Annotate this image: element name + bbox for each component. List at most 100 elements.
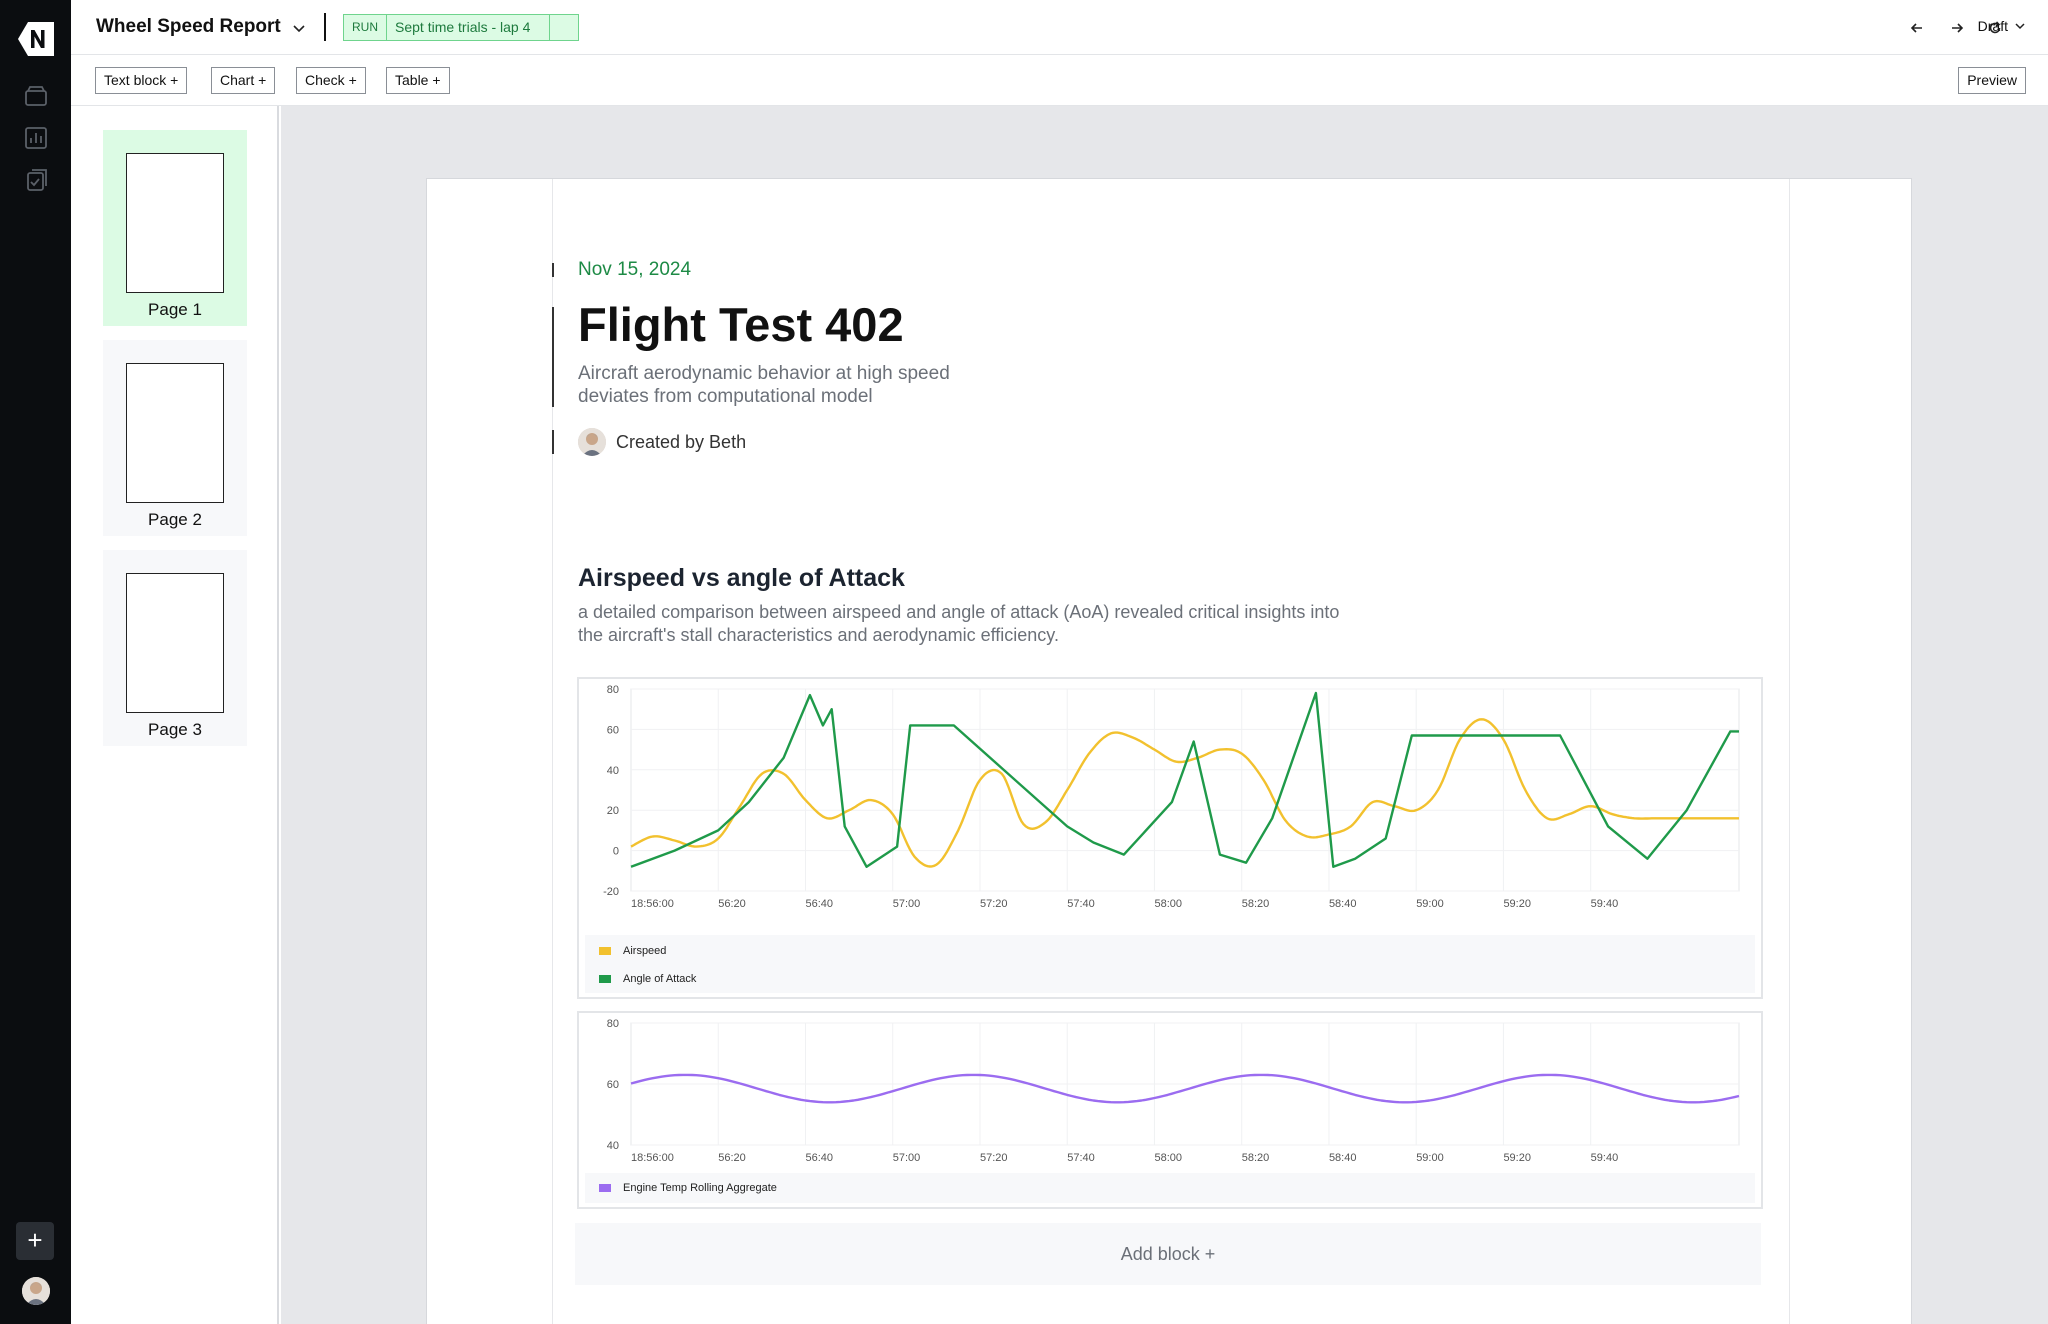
status-dropdown[interactable]: Draft xyxy=(1978,18,2026,34)
run-name: Sept time trials - lap 4 xyxy=(387,15,550,40)
run-selector[interactable]: RUN Sept time trials - lap 4 xyxy=(343,14,579,41)
legend-item-angle-of-attack[interactable]: Angle of Attack xyxy=(599,973,696,985)
legend-label: Angle of Attack xyxy=(623,973,697,985)
chevron-down-icon xyxy=(2015,23,2025,30)
report-subtitle[interactable]: Aircraft aerodynamic behavior at high sp… xyxy=(578,363,950,407)
x-tick-label: 57:20 xyxy=(980,1152,1008,1164)
page-label: Page 1 xyxy=(148,300,202,319)
document-title[interactable]: Wheel Speed Report xyxy=(96,16,281,37)
block-handle[interactable] xyxy=(552,430,554,454)
user-avatar-icon xyxy=(22,1277,50,1305)
user-avatar[interactable] xyxy=(22,1277,50,1305)
x-tick-label: 57:00 xyxy=(893,898,921,909)
x-tick-label: 58:00 xyxy=(1154,1152,1182,1164)
preview-button[interactable]: Preview xyxy=(1958,67,2026,94)
x-tick-label: 57:40 xyxy=(1067,898,1095,909)
x-tick-label: 57:40 xyxy=(1067,1152,1095,1164)
run-label: RUN xyxy=(344,15,387,40)
x-tick-label: 56:20 xyxy=(718,898,746,909)
report-page: Nov 15, 2024 Flight Test 402 Aircraft ae… xyxy=(426,178,1912,1324)
chevron-down-icon[interactable] xyxy=(291,20,307,36)
y-tick-label: 60 xyxy=(607,1079,619,1091)
status-label: Draft xyxy=(1977,18,2008,34)
x-tick-label: 59:00 xyxy=(1416,898,1444,909)
x-tick-label: 59:00 xyxy=(1416,1152,1444,1164)
x-tick-label: 56:40 xyxy=(805,898,833,909)
section-title[interactable]: Airspeed vs angle of Attack xyxy=(578,564,905,592)
avatar-icon xyxy=(578,428,606,456)
author-name: Created by Beth xyxy=(616,431,747,452)
legend-label: Engine Temp Rolling Aggregate xyxy=(623,1182,777,1194)
content-guide xyxy=(552,179,1790,1324)
page-thumbnail-1[interactable]: Page 1 xyxy=(103,130,247,326)
airspeed-aoa-plot: 80 60 40 20 0 -20 18:56:00 56:20 56:40 57:00 57:20… xyxy=(603,684,1740,909)
block-handle[interactable] xyxy=(552,263,554,277)
x-tick-label: 59:40 xyxy=(1591,1152,1619,1164)
x-tick-label: 18:56:00 xyxy=(631,1152,674,1164)
x-tick-label: 18:56:00 xyxy=(631,898,674,909)
arrow-right-icon xyxy=(1952,23,1964,33)
engine-temp-line[interactable] xyxy=(630,1073,1740,1104)
x-tick-label: 57:20 xyxy=(980,898,1008,909)
page-preview xyxy=(126,153,224,293)
x-tick-label: 58:40 xyxy=(1329,898,1357,909)
add-icon[interactable]: + xyxy=(16,1222,54,1260)
y-tick-label: -20 xyxy=(603,886,619,898)
x-tick-label: 58:20 xyxy=(1242,1152,1270,1164)
arrow-left-icon xyxy=(1910,23,1922,33)
x-tick-label: 57:00 xyxy=(893,1152,921,1164)
chart-icon[interactable] xyxy=(22,124,50,152)
x-tick-label: 59:20 xyxy=(1503,1152,1531,1164)
x-tick-label: 56:20 xyxy=(718,1152,746,1164)
add-text-block-button[interactable]: Text block + xyxy=(95,67,188,94)
x-tick-label: 59:20 xyxy=(1503,898,1531,909)
engine-temp-chart[interactable]: 80 60 40 18:56:00 56:20 56:40 57:00 57:20 57:40 5… xyxy=(577,1011,1763,1209)
x-tick-label: 58:00 xyxy=(1154,898,1182,909)
legend-item-engine-temp[interactable]: Engine Temp Rolling Aggregate xyxy=(599,1182,777,1194)
airspeed-aoa-chart[interactable]: 80 60 40 20 0 -20 18:56:00 56:20 56:40 57:00 57:20… xyxy=(577,677,1763,999)
redo-button[interactable] xyxy=(1944,15,1970,41)
top-bar: Wheel Speed Report RUN Sept time trials … xyxy=(71,0,2048,55)
x-tick-label: 59:40 xyxy=(1591,898,1619,909)
add-table-button[interactable]: Table + xyxy=(386,67,450,94)
engine-temp-plot: 80 60 40 18:56:00 56:20 56:40 57:00 57:20 57:40 5… xyxy=(607,1018,1740,1164)
block-handle[interactable] xyxy=(552,307,554,407)
divider xyxy=(324,13,326,41)
section-description[interactable]: a detailed comparison between airspeed a… xyxy=(578,602,1340,645)
page-preview xyxy=(126,363,224,503)
x-tick-label: 58:40 xyxy=(1329,1152,1357,1164)
page-label: Page 3 xyxy=(148,720,202,739)
y-tick-label: 60 xyxy=(607,724,619,736)
report-title[interactable]: Flight Test 402 xyxy=(578,298,904,351)
add-block-button[interactable]: Add block + xyxy=(575,1223,1761,1285)
author-line: Created by Beth xyxy=(578,428,746,456)
app-logo-icon[interactable] xyxy=(18,22,54,56)
nav-rail: + xyxy=(0,0,71,1324)
refresh-icon xyxy=(1989,21,2001,34)
chart-legend: Engine Temp Rolling Aggregate xyxy=(585,1173,1755,1203)
add-check-button[interactable]: Check + xyxy=(296,67,366,94)
x-tick-label: 58:20 xyxy=(1242,898,1270,909)
angle-of-attack-line[interactable] xyxy=(630,691,1739,868)
page-thumbnail-2[interactable]: Page 2 xyxy=(103,340,247,536)
page-thumbnail-3[interactable]: Page 3 xyxy=(103,550,247,746)
refresh-button[interactable] xyxy=(1982,15,2008,41)
y-tick-label: 20 xyxy=(607,805,619,817)
legend-swatch xyxy=(599,1184,611,1192)
report-canvas: Nov 15, 2024 Flight Test 402 Aircraft ae… xyxy=(281,106,2048,1324)
report-date[interactable]: Nov 15, 2024 xyxy=(578,259,692,280)
page-label: Page 2 xyxy=(148,510,202,529)
author-avatar xyxy=(578,428,606,456)
database-icon[interactable] xyxy=(22,82,50,110)
legend-label: Airspeed xyxy=(623,945,667,957)
undo-button[interactable] xyxy=(1904,15,1930,41)
legend-item-airspeed[interactable]: Airspeed xyxy=(599,945,666,957)
y-tick-label: 0 xyxy=(613,846,619,858)
add-chart-button[interactable]: Chart + xyxy=(211,67,276,94)
y-tick-label: 40 xyxy=(607,1140,619,1152)
checklist-icon[interactable] xyxy=(22,166,50,194)
pages-sidebar: Page 1 Page 2 Page 3 xyxy=(71,106,279,1324)
x-tick-label: 56:40 xyxy=(805,1152,833,1164)
legend-swatch xyxy=(599,975,611,983)
airspeed-line[interactable] xyxy=(630,718,1740,868)
